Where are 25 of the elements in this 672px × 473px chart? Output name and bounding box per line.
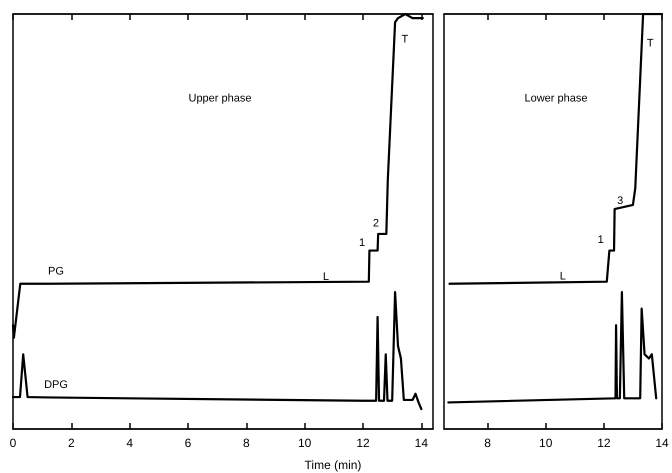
annotation: L bbox=[560, 270, 566, 282]
x-tick-label: 4 bbox=[126, 436, 134, 450]
text: Upper phase bbox=[188, 92, 252, 104]
annotation: L bbox=[322, 271, 329, 284]
annotation: 3 bbox=[617, 194, 624, 207]
x-tick-label: 0 bbox=[10, 436, 17, 450]
annotation: 2 bbox=[372, 218, 379, 230]
annotation: T bbox=[646, 37, 654, 50]
annotation: T bbox=[401, 33, 408, 46]
x-tick-label: 10 bbox=[298, 436, 312, 450]
x-tick-label: 2 bbox=[68, 436, 75, 450]
x-tick-label: 14 bbox=[655, 436, 669, 450]
x-tick-label: 6 bbox=[184, 436, 192, 450]
x-tick-label: 14 bbox=[414, 436, 428, 450]
series-label: DPG bbox=[44, 378, 68, 391]
annotation: 1 bbox=[358, 237, 366, 250]
series-label: PG bbox=[48, 265, 64, 278]
text: Lower phase bbox=[524, 92, 588, 104]
annotation: 1 bbox=[598, 234, 604, 246]
x-tick-label: 12 bbox=[597, 436, 611, 450]
x-tick-label: 12 bbox=[356, 436, 370, 450]
x-tick-label: 8 bbox=[242, 436, 250, 450]
x-tick-label: 8 bbox=[484, 436, 492, 450]
x-tick-label: 10 bbox=[539, 436, 553, 450]
x-axis-title: Time (min) bbox=[304, 458, 362, 472]
